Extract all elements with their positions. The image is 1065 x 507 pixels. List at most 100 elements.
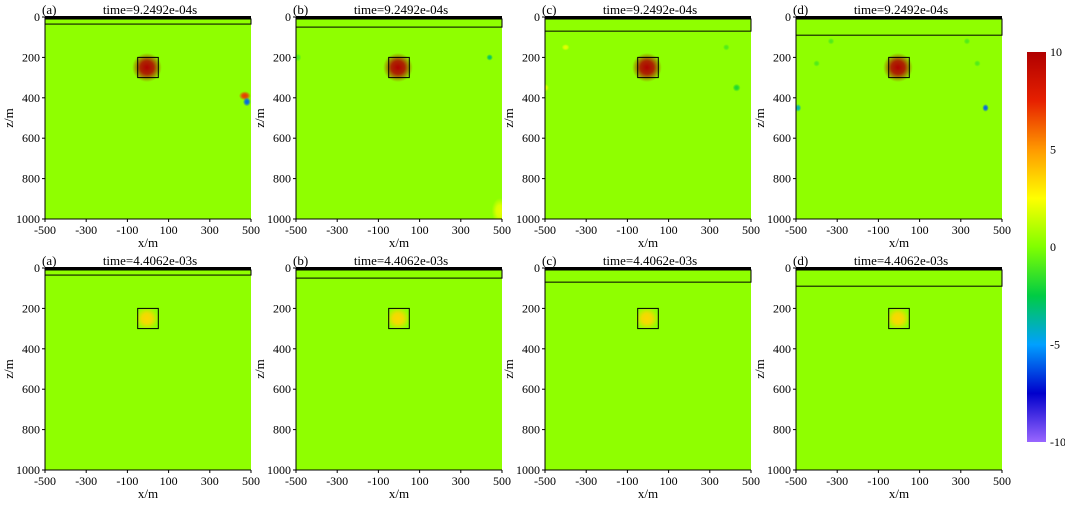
z-tick-label: 600: [273, 131, 291, 145]
x-axis-label: x/m: [389, 486, 409, 501]
colorbar-tick-label: -5: [1050, 338, 1060, 352]
field-anomalies: [135, 307, 159, 330]
heatmap-background: [45, 268, 251, 470]
z-tick-label: 200: [273, 301, 291, 315]
x-tick-label: -100: [116, 223, 138, 237]
panel-0-1: (b) time=9.2492e-04s 0 200 400 600 800 1000-500…: [252, 2, 511, 250]
z-tick-label: 400: [22, 342, 40, 356]
anomaly-blob: [883, 52, 913, 83]
z-tick-label: 200: [773, 50, 791, 64]
field-anomalies: [132, 52, 251, 107]
panel-letter: (a): [42, 2, 56, 17]
panel-time-title: time=4.4062e-03s: [103, 253, 197, 268]
y-axis-label: z/m: [1, 108, 16, 128]
anomaly-blob: [386, 307, 410, 330]
panel-time-title: time=9.2492e-04s: [854, 2, 948, 17]
z-tick-label: 1000: [267, 212, 291, 226]
y-axis-label: z/m: [501, 359, 516, 379]
panel-time-title: time=9.2492e-04s: [103, 2, 197, 17]
heatmap-background: [796, 268, 1002, 470]
z-tick-label: 1000: [516, 463, 540, 477]
y-axis-label: z/m: [252, 108, 267, 128]
y-axis-label: z/m: [501, 108, 516, 128]
z-tick-label: 800: [773, 172, 791, 186]
z-tick-label: 600: [773, 131, 791, 145]
target-box: [388, 56, 410, 79]
x-tick-label: 100: [160, 474, 178, 488]
x-axis-label: x/m: [638, 486, 658, 501]
y-axis-label: z/m: [1, 359, 16, 379]
z-tick-label: 0: [285, 261, 291, 275]
heatmap-background: [296, 268, 502, 470]
anomaly-blob: [963, 38, 971, 45]
colorbar-gradient: [1027, 52, 1046, 442]
field-anomalies: [635, 307, 659, 330]
z-tick-label: 200: [273, 50, 291, 64]
x-tick-label: -300: [575, 474, 597, 488]
z-tick-label: 1000: [16, 463, 40, 477]
z-tick-label: 1000: [767, 463, 791, 477]
z-tick-label: 400: [773, 91, 791, 105]
field-anomalies: [386, 307, 410, 330]
z-tick-label: 600: [273, 382, 291, 396]
anomaly-blob: [973, 60, 981, 67]
target-box: [137, 56, 159, 79]
x-tick-label: -500: [534, 223, 556, 237]
z-tick-label: 1000: [516, 212, 540, 226]
panel-time-title: time=9.2492e-04s: [603, 2, 697, 17]
z-tick-label: 1000: [267, 463, 291, 477]
x-tick-label: -300: [326, 474, 348, 488]
target-box: [137, 307, 159, 330]
x-tick-label: -100: [367, 474, 389, 488]
panel-0-2: (c) time=9.2492e-04s 0 200 400 600 800 1000-500…: [501, 2, 760, 250]
colorbar-tick-label: 5: [1050, 143, 1056, 157]
panel-letter: (b): [293, 253, 308, 268]
z-tick-label: 400: [273, 342, 291, 356]
panel-1-3: (d) time=4.4062e-03s 0 200 400 600 800 1000-500…: [752, 253, 1011, 501]
target-box: [888, 307, 910, 330]
anomaly-blob: [632, 52, 662, 83]
panel-time-title: time=9.2492e-04s: [354, 2, 448, 17]
y-axis-label: z/m: [752, 359, 767, 379]
z-tick-label: 400: [273, 91, 291, 105]
panel-time-title: time=4.4062e-03s: [603, 253, 697, 268]
panel-letter: (b): [293, 2, 308, 17]
z-tick-label: 400: [522, 342, 540, 356]
x-tick-label: -100: [867, 474, 889, 488]
x-axis-label: x/m: [889, 486, 909, 501]
x-tick-label: -500: [785, 474, 807, 488]
x-tick-label: 100: [911, 223, 929, 237]
anomaly-blob: [886, 307, 910, 330]
z-tick-label: 400: [773, 342, 791, 356]
anomaly-blob: [242, 97, 251, 107]
x-tick-label: -500: [785, 223, 807, 237]
z-tick-label: 200: [522, 50, 540, 64]
x-tick-label: -100: [616, 223, 638, 237]
x-tick-label: 300: [452, 223, 470, 237]
y-axis-label: z/m: [752, 108, 767, 128]
colorbar-tick-label: 0: [1050, 240, 1056, 254]
target-box: [637, 307, 659, 330]
z-tick-label: 800: [522, 172, 540, 186]
x-tick-label: 500: [242, 223, 260, 237]
z-tick-label: 0: [285, 10, 291, 24]
x-tick-label: 100: [411, 474, 429, 488]
heatmap-background: [45, 17, 251, 219]
z-tick-label: 200: [522, 301, 540, 315]
panel-1-0: (a) time=4.4062e-03s 0 200 400 600 800 1000-500…: [1, 253, 260, 501]
anomaly-blob: [383, 52, 413, 83]
x-tick-label: 500: [993, 474, 1011, 488]
target-box: [388, 307, 410, 330]
x-tick-label: 500: [242, 474, 260, 488]
panel-1-1: (b) time=4.4062e-03s 0 200 400 600 800 1000-500…: [252, 253, 511, 501]
z-tick-label: 200: [773, 301, 791, 315]
z-tick-label: 400: [522, 91, 540, 105]
z-tick-label: 800: [522, 423, 540, 437]
x-tick-label: 300: [701, 223, 719, 237]
x-tick-label: -300: [75, 474, 97, 488]
anomaly-blob: [732, 83, 741, 92]
x-axis-label: x/m: [889, 235, 909, 250]
z-tick-label: 800: [773, 423, 791, 437]
z-tick-label: 200: [22, 50, 40, 64]
